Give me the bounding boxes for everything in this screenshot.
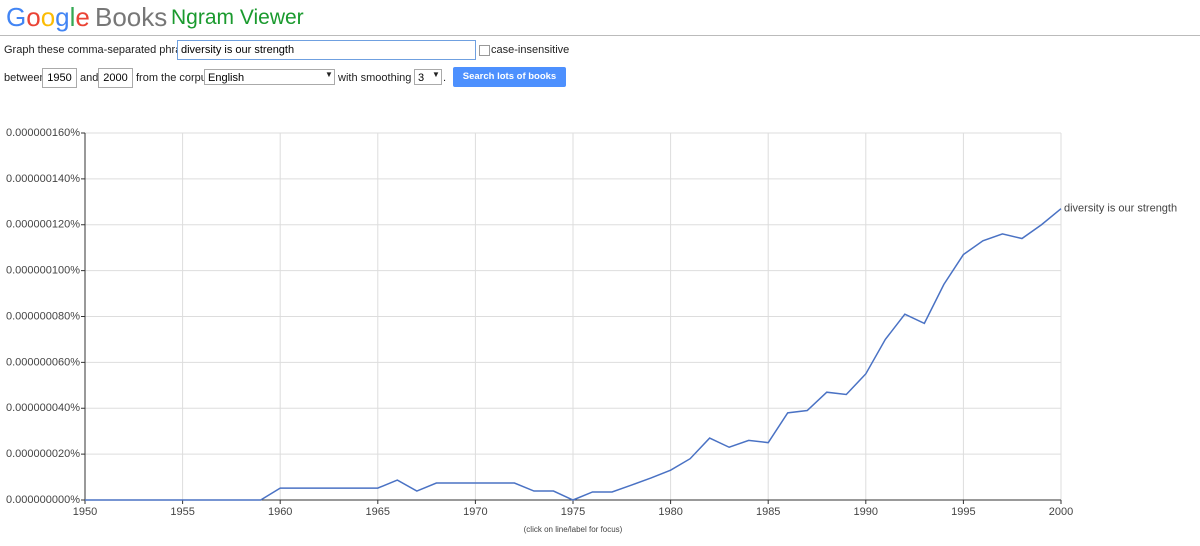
x-tick-label: 2000 bbox=[1049, 506, 1073, 518]
logo: Google bbox=[6, 2, 90, 32]
smoothing-label: with smoothing of bbox=[338, 72, 424, 84]
x-tick-label: 1995 bbox=[951, 506, 975, 518]
y-tick-label: 0.000000060% bbox=[6, 356, 80, 368]
corpus-select[interactable]: English bbox=[204, 69, 335, 85]
and-label: and bbox=[80, 72, 99, 84]
series-line bbox=[85, 208, 1062, 501]
chart-note: (click on line/label for focus) bbox=[524, 525, 623, 534]
x-tick-label: 1990 bbox=[854, 506, 878, 518]
phrases-label: Graph these comma-separated phrases: bbox=[4, 44, 202, 56]
divider bbox=[0, 35, 1200, 36]
phrases-input[interactable]: diversity is our strength bbox=[177, 40, 476, 60]
end-year-input[interactable]: 2000 bbox=[98, 68, 133, 88]
start-year-input[interactable]: 1950 bbox=[42, 68, 77, 88]
x-tick-label: 1980 bbox=[658, 506, 682, 518]
series-label: diversity is our strength bbox=[1064, 203, 1177, 215]
y-tick-label: 0.000000040% bbox=[6, 402, 80, 414]
dropdown-arrow: ▼ bbox=[325, 70, 333, 79]
app-title: Ngram Viewer bbox=[171, 6, 304, 29]
y-tick-label: 0.000000120% bbox=[6, 219, 80, 231]
y-tick-label: 0.000000020% bbox=[6, 448, 80, 460]
period: . bbox=[443, 72, 447, 84]
checkbox-label[interactable]: case-insensitive bbox=[491, 44, 570, 56]
x-tick-label: 1955 bbox=[170, 506, 194, 518]
y-tick-label: 0.000000080% bbox=[6, 310, 80, 322]
x-tick-label: 1950 bbox=[73, 506, 97, 518]
x-tick-label: 1970 bbox=[463, 506, 487, 518]
x-tick-label: 1975 bbox=[561, 506, 585, 518]
y-tick-label: 0.000000000% bbox=[6, 494, 80, 506]
between-label: between bbox=[4, 72, 46, 84]
x-tick-label: 1985 bbox=[756, 506, 780, 518]
y-tick-label: 0.000000160% bbox=[6, 127, 80, 139]
product: Books bbox=[95, 2, 168, 32]
smoothing-select[interactable]: 3 bbox=[414, 69, 442, 85]
x-tick-label: 1965 bbox=[366, 506, 390, 518]
search-button[interactable]: Search lots of books bbox=[453, 67, 566, 87]
x-tick-label: 1960 bbox=[268, 506, 292, 518]
dropdown-arrow: ▼ bbox=[432, 70, 440, 79]
checkbox[interactable] bbox=[479, 45, 490, 56]
y-tick-label: 0.000000100% bbox=[6, 265, 80, 277]
y-tick-label: 0.000000140% bbox=[6, 173, 80, 185]
corpus-label: from the corpus bbox=[136, 72, 213, 84]
